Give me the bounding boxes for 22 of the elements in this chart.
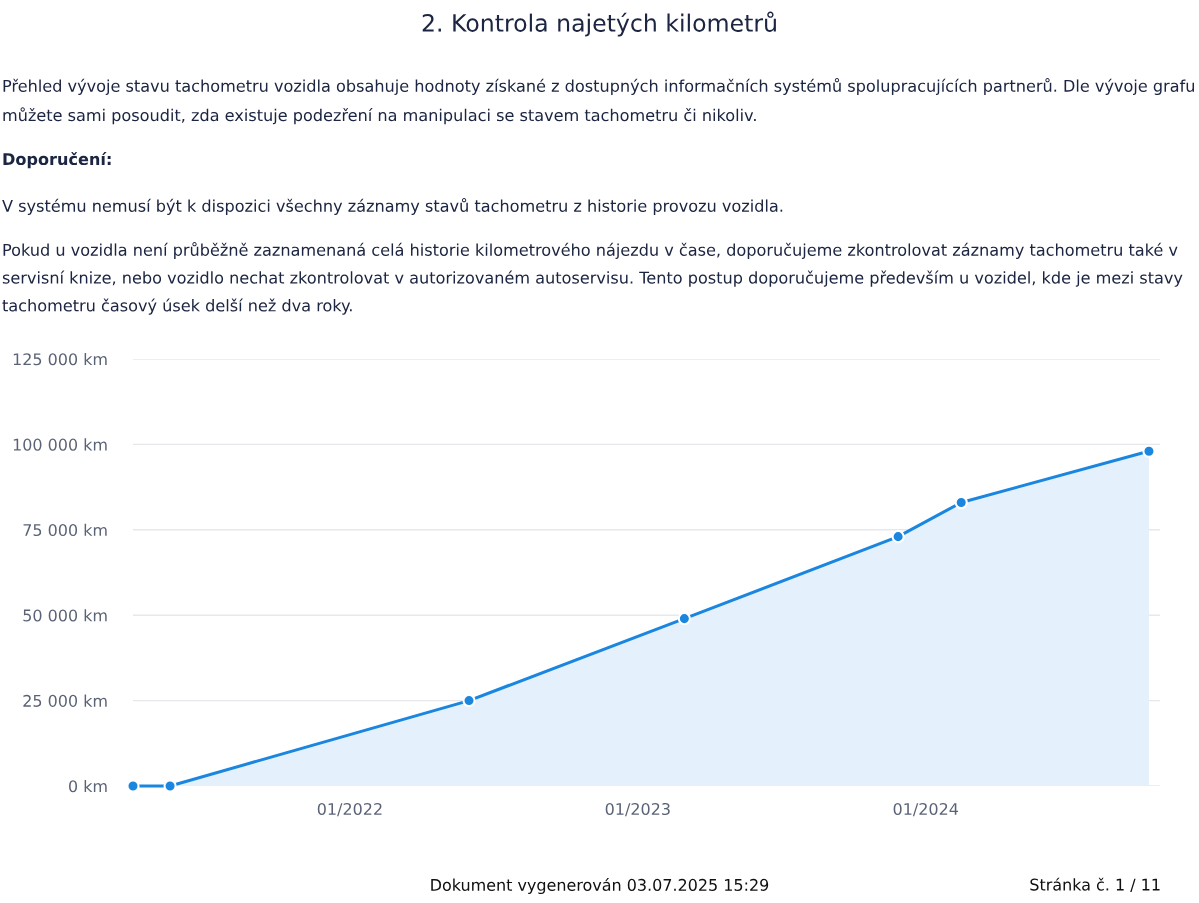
- point: [891, 530, 905, 544]
- y-tick-label: 25 000 km: [23, 694, 107, 707]
- point: [462, 694, 476, 708]
- y-tick-label: 125 000 km: [13, 352, 107, 366]
- text: Doporučení:: [3, 152, 111, 169]
- point: [126, 779, 140, 793]
- text: Stránka č. 1 / 11: [1030, 877, 1160, 892]
- x-tick-label: 01/2024: [893, 802, 959, 817]
- point: [677, 612, 691, 626]
- x-tick-label: 01/2022: [317, 802, 382, 817]
- point: [163, 779, 177, 793]
- y-tick-label: 50 000 km: [23, 609, 107, 622]
- chart-title: 2. Kontrola najetých kilometrů: [422, 11, 776, 37]
- text: Pokud u vozidla není průběžně zaznamenaná celá historie kilometrového nájezdu v čase, doporučujeme zkontrolovat záznamy tachometru také v servisní knize, nebo vozidlo nechat zkontrolovat v autorizovaném autoservisu. Tento postup doporučujeme především u vozidel, kde je mezi stavy tachometru časový úsek delší než dva roky.: [2, 242, 1183, 315]
- text: V systému nemusí být k dispozici všechny záznamy stavů tachometru z historie provozu vozidla.: [2, 198, 783, 216]
- point: [1142, 444, 1156, 458]
- text: Dokument vygenerován 03.07.2025 15:29: [431, 877, 769, 895]
- y-tick-label: 100 000 km: [13, 438, 107, 451]
- y-tick-label: 75 000 km: [23, 523, 107, 537]
- text: Přehled vývoje stavu tachometru vozidla obsahuje hodnoty získané z dostupných informačních systémů spolupracujících partnerů. Dle vývoje grafu můžete sami posoudit, zda existuje podezření na manipulaci se stavem tachometru či nikoliv.: [3, 78, 1194, 125]
- y-tick-label: 0 km: [69, 779, 107, 793]
- x-tick-label: 01/2023: [605, 802, 670, 817]
